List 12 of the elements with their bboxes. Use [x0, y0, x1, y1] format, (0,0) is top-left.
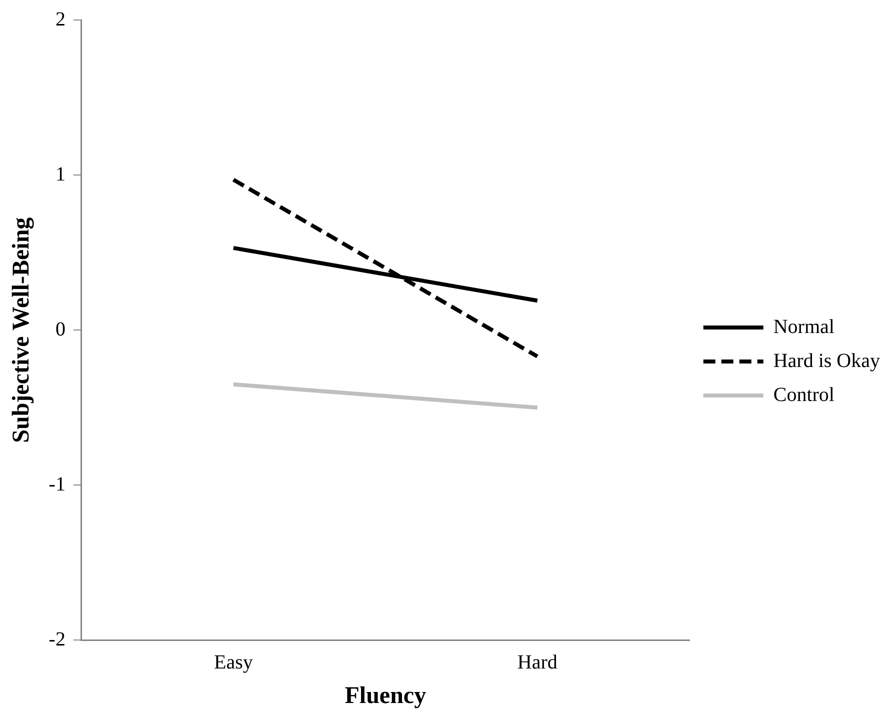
y-tick-label: -1 [48, 473, 66, 496]
y-tick-label: 1 [55, 163, 66, 186]
legend-label: Control [773, 384, 835, 406]
x-axis-title: Fluency [344, 682, 426, 709]
y-tick-label: 0 [55, 318, 66, 340]
y-tick-label: -2 [48, 628, 66, 650]
y-axis-title: Subjective Well-Being [8, 217, 35, 443]
x-tick-label: Easy [214, 651, 253, 674]
legend-label: Normal [773, 316, 835, 338]
x-tick-label: Hard [517, 651, 558, 674]
y-tick-label: 2 [55, 8, 66, 30]
legend-label: Hard is Okay [773, 350, 880, 372]
